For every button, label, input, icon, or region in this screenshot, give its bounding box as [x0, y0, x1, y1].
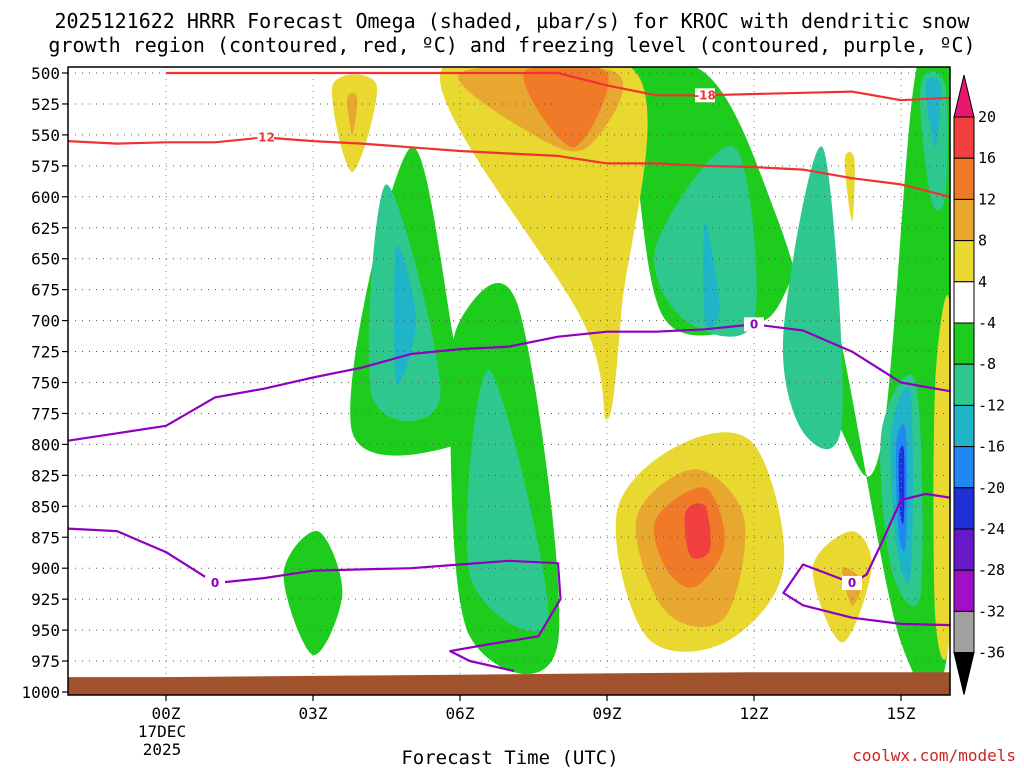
x-tick-label: 12Z: [740, 704, 769, 723]
y-tick-label: 975: [31, 652, 60, 671]
y-tick-label: 675: [31, 281, 60, 300]
colorbar-swatch: [953, 363, 975, 406]
omega-region-5: [466, 369, 549, 632]
colorbar-swatch: [953, 116, 975, 159]
freezing-contour-label-1: 0: [205, 576, 225, 591]
chart-title-line1: 2025121622 HRRR Forecast Omega (shaded, …: [54, 9, 970, 33]
colorbar-swatch: [953, 487, 975, 530]
y-tick-label: 800: [31, 435, 60, 454]
x-tick-label: 09Z: [593, 704, 622, 723]
y-tick-label: 700: [31, 312, 60, 331]
colorbar-swatch: [953, 528, 975, 571]
y-tick-label: 575: [31, 157, 60, 176]
dgz-contour-label-1: -18: [694, 88, 716, 103]
y-tick-label: 550: [31, 126, 60, 145]
y-tick-label: 525: [31, 95, 60, 114]
y-tick-label: 900: [31, 559, 60, 578]
svg-text:0: 0: [750, 317, 758, 331]
grid-lines: [68, 67, 950, 695]
dgz-contour-1: [166, 71, 950, 102]
omega-region-25: [347, 93, 358, 135]
colorbar-top-arrow: [953, 74, 975, 118]
colorbar-bottom-arrow: [953, 652, 975, 695]
colorbar-label: -28: [978, 561, 1005, 579]
y-tick-label: 775: [31, 404, 60, 423]
colorbar-label: -4: [978, 314, 996, 332]
svg-text:0: 0: [848, 576, 856, 590]
x-tick-label: 06Z: [446, 704, 475, 723]
colorbar-label: -16: [978, 438, 1005, 456]
colorbar-swatch: [953, 610, 975, 654]
omega-shading: [283, 67, 950, 695]
credit-text: coolwx.com/models: [852, 746, 1016, 765]
colorbar-swatch: [953, 322, 975, 365]
x-axis-label: Forecast Time (UTC): [401, 747, 618, 768]
colorbar: 20 16 12 8 4 -4 -8 -12 -16 -20 -24 -28 -32 -36: [953, 74, 1005, 695]
terrain-band: [68, 672, 950, 695]
contour-lines: -12 -18 0 0 0: [68, 71, 950, 673]
x-tick-date: 17DEC: [138, 722, 186, 741]
y-tick-label: 500: [31, 64, 60, 83]
dgz-contour-label-0: -12: [253, 130, 275, 145]
colorbar-swatch: [953, 240, 975, 283]
colorbar-label: 16: [978, 149, 996, 167]
plot-frame: [67, 66, 951, 696]
colorbar-label: 12: [978, 190, 996, 208]
y-axis: 500 525 550 575 600 625 650 675 700 725 750 775 800 8…: [21, 64, 68, 702]
x-tick-year: 2025: [143, 740, 182, 759]
omega-region-21: [933, 295, 950, 660]
x-tick-label: 03Z: [299, 704, 328, 723]
y-tick-label: 725: [31, 343, 60, 362]
y-tick-label: 950: [31, 621, 60, 640]
colorbar-label: -20: [978, 479, 1005, 497]
omega-region-17: [440, 67, 648, 420]
colorbar-swatch: [953, 569, 975, 612]
colorbar-label: -12: [978, 396, 1005, 414]
colorbar-label: -8: [978, 355, 996, 373]
colorbar-swatch: [953, 157, 975, 200]
omega-region-20: [844, 151, 855, 222]
colorbar-label: -32: [978, 602, 1005, 620]
colorbar-label: 4: [978, 273, 987, 291]
chart-title-line2: growth region (contoured, red, ºC) and f…: [48, 33, 975, 57]
colorbar-swatch: [953, 404, 975, 448]
colorbar-label: 8: [978, 232, 987, 250]
x-tick-label: 15Z: [887, 704, 916, 723]
freezing-contour-label-0: 0: [744, 317, 764, 332]
colorbar-swatch: [953, 281, 975, 324]
svg-text:-18: -18: [694, 88, 716, 102]
colorbar-label: -36: [978, 644, 1005, 662]
y-tick-label: 850: [31, 497, 60, 516]
omega-region-12: [925, 77, 941, 148]
freezing-contour-1: [68, 527, 562, 673]
y-tick-label: 600: [31, 188, 60, 207]
y-tick-label: 875: [31, 528, 60, 547]
y-tick-label: 750: [31, 374, 60, 393]
colorbar-label: -24: [978, 520, 1005, 538]
svg-text:-12: -12: [253, 130, 275, 144]
y-tick-label: 925: [31, 590, 60, 609]
omega-region-28: [684, 503, 711, 559]
freezing-contour-2: [782, 492, 950, 627]
freezing-contour-label-2: 0: [842, 576, 862, 591]
svg-text:0: 0: [211, 576, 219, 590]
y-tick-label: 825: [31, 466, 60, 485]
y-tick-label: 1000: [21, 683, 60, 702]
x-tick-label: 00Z: [152, 704, 181, 723]
y-tick-label: 625: [31, 219, 60, 238]
dgz-contour-0: [68, 136, 950, 198]
omega-region-3: [283, 530, 343, 656]
omega-region-26: [523, 67, 609, 148]
colorbar-label: 20: [978, 108, 996, 126]
omega-region-7: [782, 146, 843, 450]
freezing-contour-0: [68, 323, 950, 442]
colorbar-swatch: [953, 446, 975, 489]
colorbar-swatch: [953, 198, 975, 242]
y-tick-label: 650: [31, 250, 60, 269]
omega-region-11: [703, 221, 720, 328]
omega-region-10: [393, 245, 416, 385]
